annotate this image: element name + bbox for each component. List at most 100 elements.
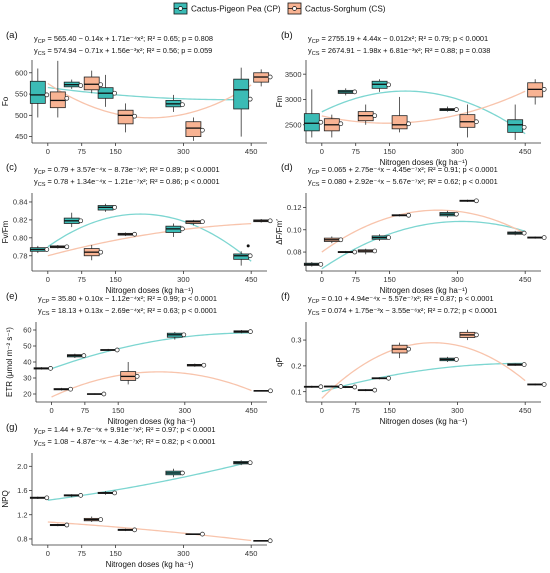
mean-point [247,96,253,102]
mean-point [338,384,344,389]
legend: Cactus-Pigeon Pea (CP) Cactus-Sorghum (C… [173,2,386,15]
box-cp-450 [507,362,527,367]
fit-curve-cp [47,213,252,262]
y-tick-label: 0.1 [291,387,301,396]
mean-point [386,235,391,240]
box-cs-150 [117,103,137,133]
panel-label: (c) [6,162,17,173]
box-cp-300 [165,468,185,478]
x-tick-label: 150 [383,147,396,156]
regression-equation: yCP = 0.10 + 4.94e⁻⁴x − 5.57e⁻⁷x²; R² = … [308,294,494,305]
mean-point [78,83,84,88]
box-cp-300 [439,106,459,112]
box-cs-150 [117,231,137,237]
mean-point [114,347,120,353]
box [185,121,202,138]
box-cp-450 [233,251,253,266]
box-cs-300 [459,104,479,138]
box-cp-0 [303,384,324,390]
mean-point [268,388,273,394]
mean-point [132,527,137,533]
y-tick-label: 600 [15,68,28,77]
y-tick-label: 3000 [285,95,302,104]
regression-equation: yCP = 565.40 − 0.14x + 1.71e⁻⁴x²; R² = 0… [34,34,213,45]
regression-equation: yCS = 18.13 + 0.13x − 2.69e⁻⁴x²; R² = 0.… [38,306,217,317]
mean-point [352,384,358,390]
box-cp-150 [371,79,391,92]
x-axis-label: Nitrogen doses (kg ha⁻¹) [106,560,194,569]
panel-b: (b) yCP = 2755.19 + 4.44x − 0.012x²; R² =… [275,30,547,167]
mean-point [48,366,53,371]
mean-point [180,470,185,476]
legend-label-cs: Cactus-Sorghum (CS) [305,5,386,14]
fit-curve-cs [47,82,252,119]
y-tick-label: 0.12 [287,203,302,212]
box-cs-450 [527,382,547,387]
regression-equation: yCS = 1.08 − 4.87e⁻⁴x − 4.3e⁻⁷x²; R² = 0… [34,437,215,448]
box [303,113,320,132]
mean-point [78,218,84,224]
y-tick-label: 550 [15,90,28,99]
panel-label: (b) [281,30,293,41]
panel-label: (g) [6,422,18,433]
y-tick-label: 450 [15,132,28,141]
x-tick-label: 150 [109,275,122,284]
mean-point [180,102,185,108]
x-tick-label: 150 [109,147,122,156]
box-cp-0 [29,68,50,118]
box-cs-75 [83,70,104,94]
x-tick-label: 75 [78,147,86,156]
mean-point [64,95,70,101]
mean-point [267,74,273,80]
y-tick-label: 0.2 [291,361,301,370]
box [117,109,134,125]
mean-point [338,121,344,127]
box-cs-450 [253,388,273,394]
box-cs-75 [83,516,104,522]
box [29,80,46,104]
mean-point [112,490,117,496]
x-tick-label: 0 [320,406,324,415]
mean-point [318,261,324,267]
box-cp-150 [371,234,391,241]
mean-point [372,248,378,254]
box-cs-0 [323,114,344,138]
y-tick-label: 500 [15,111,28,120]
y-tick-label: 2500 [285,120,302,129]
mean-point [247,460,253,466]
panel-label: (e) [6,291,18,302]
mean-point [101,391,107,397]
x-tick-label: 450 [245,406,258,415]
fit-curve-cp [47,86,252,101]
mean-point [352,249,358,255]
x-tick-label: 450 [245,275,258,284]
mean-point [132,231,137,237]
mean-point [352,89,358,95]
regression-equation: yCP = 35.80 + 0.10x − 1.12e⁻⁴x²; R² = 0.… [38,294,217,305]
y-tick-label: 40 [23,358,31,367]
box-cs-300 [185,117,205,141]
x-tick-label: 450 [519,275,532,284]
mean-point [267,218,273,224]
mean-point [81,353,87,358]
mean-point [44,495,50,501]
x-tick-label: 150 [109,549,122,558]
box-cp-450 [507,230,527,236]
regression-equation: yCP = 1.44 + 9.7e⁻⁴x + 9.91e⁻⁷x²; R² = 0… [34,425,215,436]
mean-point [541,87,547,92]
mean-point [98,82,104,88]
box-cp-0 [29,495,50,501]
x-axis-label: Nitrogen doses (kg ha⁻¹) [108,417,196,426]
mean-point [454,107,459,112]
x-tick-label: 300 [179,406,192,415]
mean-point [386,82,391,88]
mean-point [248,329,253,334]
box-cp-150 [97,490,117,496]
panel-d: (d) yCP = 0.065 + 2.75e⁻⁴x − 4.45e⁻⁷x²; R… [275,162,547,295]
fit-curve-cs [51,371,252,398]
mean-point [386,375,391,381]
panel-label: (f) [281,291,290,302]
fit-curve-cp [51,332,252,370]
x-axis-label: Nitrogen doses (kg ha⁻¹) [380,417,468,426]
mean-point [200,531,205,537]
